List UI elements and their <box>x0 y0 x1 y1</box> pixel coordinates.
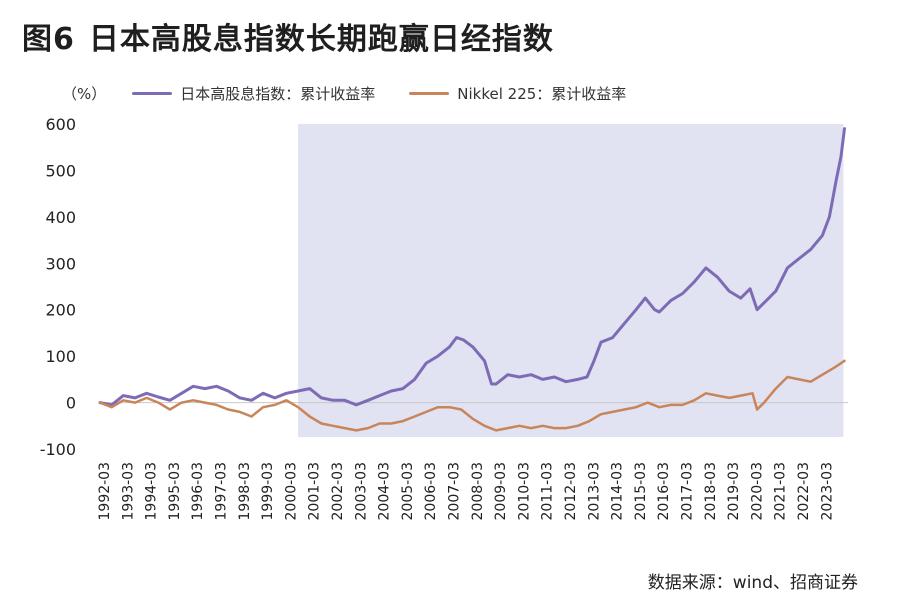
x-tick-label: 2010-03 <box>516 462 532 521</box>
legend-label-nikkei: Nikkel 225：累计收益率 <box>457 84 627 103</box>
x-tick-label: 2021-03 <box>773 462 789 521</box>
x-tick-label: 1996-03 <box>190 462 206 521</box>
x-tick-label: 2000-03 <box>283 462 299 521</box>
y-tick-label: 400 <box>45 208 76 227</box>
y-tick-label: 500 <box>45 161 76 180</box>
x-tick-label: 2012-03 <box>563 462 579 521</box>
x-tick-label: 2023-03 <box>819 462 835 521</box>
legend-swatch-nikkei <box>409 91 450 95</box>
x-tick-label: 2017-03 <box>680 462 696 521</box>
x-tick-label: 1992-03 <box>97 462 113 521</box>
x-tick-label: 2018-03 <box>703 462 719 521</box>
x-tick-label: 2003-03 <box>353 462 369 521</box>
x-tick-label: 2008-03 <box>470 462 486 521</box>
shaded-region <box>298 124 844 437</box>
legend-swatch-high-dividend <box>132 91 173 95</box>
x-tick-label: 2005-03 <box>400 462 416 521</box>
x-tick-label: 2011-03 <box>540 462 556 521</box>
y-tick-label: 300 <box>45 254 76 273</box>
x-tick-label: 2022-03 <box>796 462 812 521</box>
figure-number: 图6 <box>22 22 75 57</box>
y-tick-label: -100 <box>40 440 76 459</box>
x-tick-label: 2009-03 <box>493 462 509 521</box>
figure-title-text: 日本高股息指数长期跑赢日经指数 <box>88 22 554 57</box>
x-tick-label: 1994-03 <box>144 462 160 521</box>
series-line-high-dividend <box>98 127 846 407</box>
y-unit-label: （%） <box>62 84 107 103</box>
y-axis-ticks: -100 0 100 200 300 400 500 600 <box>40 115 76 459</box>
x-tick-label: 1998-03 <box>237 462 253 521</box>
x-tick-label: 1999-03 <box>260 462 276 521</box>
x-tick-label: 2020-03 <box>749 462 765 521</box>
x-tick-label: 2015-03 <box>633 462 649 521</box>
x-tick-label: 2002-03 <box>330 462 346 521</box>
legend-label-high-dividend: 日本高股息指数：累计收益率 <box>180 84 376 103</box>
x-tick-label: 2006-03 <box>423 462 439 521</box>
legend-item-high-dividend: 日本高股息指数：累计收益率 <box>132 83 375 104</box>
source-note: 数据来源：wind、招商证券 <box>647 573 858 593</box>
x-tick-label: 2007-03 <box>446 462 462 521</box>
x-tick-label: 2014-03 <box>610 462 626 521</box>
legend-item-nikkei: Nikkel 225：累计收益率 <box>409 83 626 104</box>
x-axis-ticks: 1992-03 1993-03 1994-03 1995-03 1996-03 1997-… <box>97 462 835 521</box>
series-line-nikkei <box>98 359 846 432</box>
x-tick-label: 2019-03 <box>726 462 742 521</box>
y-tick-label: 0 <box>66 394 76 413</box>
x-tick-label: 1997-03 <box>213 462 229 521</box>
x-tick-label: 2001-03 <box>307 462 323 521</box>
y-tick-label: 600 <box>45 115 76 134</box>
figure-title: 图6 日本高股息指数长期跑赢日经指数 <box>22 14 554 58</box>
x-tick-label: 2004-03 <box>377 462 393 521</box>
x-tick-label: 1993-03 <box>120 462 136 521</box>
series-lines <box>98 127 846 432</box>
x-tick-label: 2016-03 <box>656 462 672 521</box>
y-tick-label: 100 <box>45 347 76 366</box>
y-tick-label: 200 <box>45 301 76 320</box>
x-tick-label: 1995-03 <box>167 462 183 521</box>
legend: （%） 日本高股息指数：累计收益率 Nikkel 225：累计收益率 <box>62 80 660 106</box>
x-tick-label: 2013-03 <box>586 462 602 521</box>
